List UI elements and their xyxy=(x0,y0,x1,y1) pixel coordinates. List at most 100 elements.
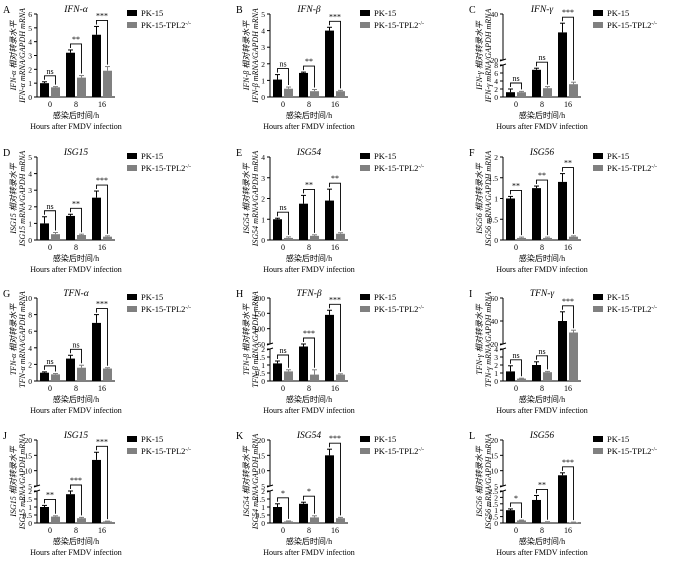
y-tick-label: 1 xyxy=(494,506,498,515)
bar-tpl2 xyxy=(517,520,526,523)
y-tick-label: 2 xyxy=(261,345,265,354)
bar-tpl2 xyxy=(51,516,60,523)
bar-pk15 xyxy=(299,203,308,240)
significance-bracket xyxy=(510,502,522,519)
significance-bracket xyxy=(277,354,289,368)
x-tick-label: 0 xyxy=(48,243,52,252)
bar-tpl2 xyxy=(51,374,60,381)
y-tick-label: 10 xyxy=(258,467,266,476)
legend-label-tpl2: PK-15-TPL2-/- xyxy=(374,163,424,173)
bar-pk15 xyxy=(92,197,101,240)
y-tick-label: 2 xyxy=(494,85,498,94)
y-axis-label-cn: IFN-γ 相对转录水平 xyxy=(475,20,484,91)
significance-bracket xyxy=(96,20,108,65)
y-tick-label: 60 xyxy=(491,294,499,303)
y-tick-label: 2 xyxy=(261,487,265,496)
y-tick-label: 0.5 xyxy=(489,513,499,522)
bar-pk15 xyxy=(506,371,515,381)
x-tick-label: 16 xyxy=(98,384,106,393)
y-axis-label-cn: ISG15 相对转录水平 xyxy=(9,445,18,517)
legend-label-tpl2: PK-15-TPL2-/- xyxy=(141,446,191,456)
bar-pk15 xyxy=(325,200,334,240)
y-tick-label: 150 xyxy=(254,309,266,318)
bar-pk15 xyxy=(273,79,282,97)
bar-pk15 xyxy=(66,215,75,240)
x-tick-label: 8 xyxy=(540,100,544,109)
x-tick-label: 0 xyxy=(48,100,52,109)
x-axis-label-cn: 感染后时间/h xyxy=(53,253,99,263)
y-tick-label: 0.5 xyxy=(256,369,266,378)
significance-label: ns xyxy=(512,74,519,83)
bar-pk15 xyxy=(558,475,567,523)
y-tick-label: 0 xyxy=(261,236,265,245)
significance-label: *** xyxy=(70,476,82,485)
significance-label: *** xyxy=(562,297,574,306)
chart-title: ISG56 xyxy=(529,431,555,441)
legend-swatch-pk15 xyxy=(360,153,370,159)
y-tick-label: 0 xyxy=(28,93,32,102)
y-tick-label: 0 xyxy=(28,236,32,245)
y-tick-label: 2 xyxy=(494,493,498,502)
bar-tpl2 xyxy=(517,378,526,381)
legend-label-pk15: PK-15 xyxy=(607,151,629,161)
y-tick-label: 5 xyxy=(261,482,265,491)
bar-pk15 xyxy=(66,494,75,523)
legend-label-pk15: PK-15 xyxy=(607,434,629,444)
significance-bracket xyxy=(277,211,289,235)
significance-bracket xyxy=(44,365,56,372)
significance-label: * xyxy=(514,494,518,503)
y-tick-label: 1.5 xyxy=(489,174,499,183)
y-axis-label-en: ISG56 mRNA/GAPDH mRNA xyxy=(484,434,493,531)
y-tick-label: 4 xyxy=(261,153,265,162)
y-axis-label-cn: TFN-β 相对转录水平 xyxy=(242,303,251,375)
y-tick-label: 2 xyxy=(261,60,265,69)
y-tick-label: 4 xyxy=(28,170,32,179)
significance-bracket xyxy=(536,61,548,85)
significance-bracket xyxy=(510,82,522,90)
significance-bracket xyxy=(70,207,82,233)
significance-label: ns xyxy=(72,340,79,349)
y-axis-label-en: TFN-γ mRNA/GAPDH mRNA xyxy=(484,292,493,388)
panel-letter: G xyxy=(3,289,10,300)
y-tick-label: 1.5 xyxy=(256,495,266,504)
legend-swatch-pk15 xyxy=(127,10,137,16)
y-tick-label: 0 xyxy=(261,519,265,528)
legend-label-tpl2: PK-15-TPL2-/- xyxy=(607,304,657,314)
y-tick-label: 5 xyxy=(28,482,32,491)
y-tick-label: 10 xyxy=(491,467,499,476)
x-axis-label-en: Hours after FMDV infection xyxy=(263,265,355,274)
y-tick-label: 0.5 xyxy=(23,511,33,520)
significance-bracket xyxy=(562,16,574,81)
legend-swatch-tpl2 xyxy=(360,306,370,312)
significance-label: ns xyxy=(46,357,53,366)
legend-label-pk15: PK-15 xyxy=(141,434,163,444)
legend-swatch-tpl2 xyxy=(593,448,603,454)
bar-pk15 xyxy=(273,507,282,523)
x-tick-label: 16 xyxy=(331,526,339,535)
bar-pk15 xyxy=(40,223,49,240)
bar-pk15 xyxy=(532,365,541,381)
y-axis-label-cn: ISG54 相对转录水平 xyxy=(242,162,251,234)
significance-bracket xyxy=(510,359,522,377)
significance-bracket xyxy=(329,182,341,231)
legend-swatch-pk15 xyxy=(360,294,370,300)
y-tick-label: 3 xyxy=(28,186,32,195)
significance-bracket xyxy=(70,43,82,74)
bar-tpl2 xyxy=(543,237,552,240)
bar-tpl2 xyxy=(543,521,552,523)
panel-letter: L xyxy=(469,431,475,442)
y-axis-label-en: TFN-β mRNA/GAPDH mRNA xyxy=(251,291,260,388)
y-tick-label: 0 xyxy=(28,519,32,528)
y-tick-label: 8 xyxy=(28,311,32,320)
significance-label: *** xyxy=(329,434,341,443)
significance-bracket xyxy=(562,167,574,234)
legend-label-tpl2: PK-15-TPL2-/- xyxy=(374,446,424,456)
bar-tpl2 xyxy=(51,87,60,97)
x-tick-label: 16 xyxy=(564,100,572,109)
significance-label: *** xyxy=(96,300,108,309)
y-tick-label: 2 xyxy=(28,65,32,74)
significance-label: *** xyxy=(303,329,315,338)
legend-swatch-pk15 xyxy=(127,153,137,159)
y-tick-label: 15 xyxy=(258,451,266,460)
